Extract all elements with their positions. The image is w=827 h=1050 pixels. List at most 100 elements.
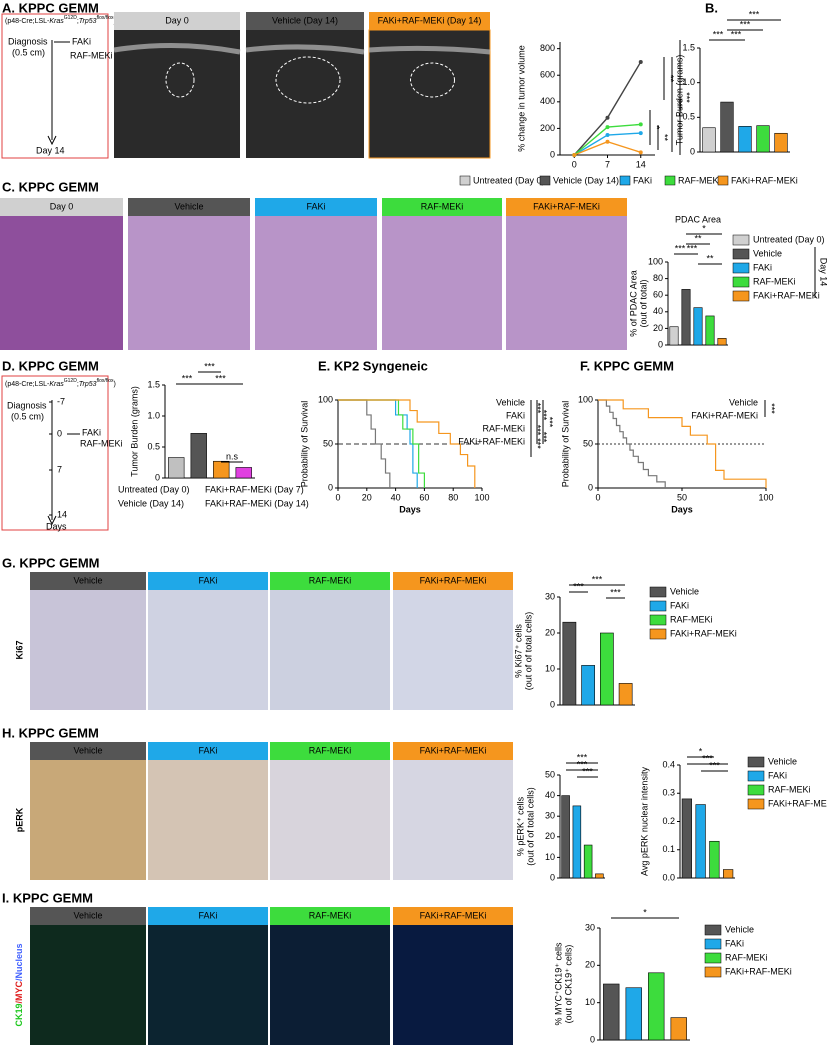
genotype-part: Kras (49, 381, 64, 388)
stain-image (148, 760, 268, 880)
timeline-label: 14 (57, 509, 67, 519)
y-tick-label: 0.5 (147, 441, 160, 451)
bar (681, 289, 691, 346)
y-tick-label: 50 (583, 438, 593, 448)
y-axis-label: Tumor Burden (grams) (129, 386, 139, 477)
image-header (128, 198, 250, 216)
y-tick-label: 10 (585, 997, 595, 1007)
significance-label: *** (702, 753, 713, 763)
image-header (506, 198, 627, 216)
bar (756, 125, 770, 153)
image-header-label: RAF-MEKi (309, 575, 352, 585)
y-tick-label: 0 (658, 339, 663, 349)
y-axis-label: Avg pERK nuclear intensity (639, 767, 649, 876)
significance-label: *** (592, 574, 603, 584)
image-header (148, 742, 268, 760)
significance-label: *** (204, 361, 215, 371)
y-axis-label: % pERK⁺ cells (515, 796, 525, 856)
legend-swatch (732, 290, 750, 302)
y-tick-label: 0.2 (662, 816, 675, 826)
bar (581, 665, 595, 706)
legend-swatch (747, 798, 765, 810)
schematic-label: Diagnosis (8, 36, 48, 46)
marker-part: /Nucleus (14, 943, 24, 981)
legend-label: RAF-MEKi (725, 952, 768, 962)
image-header-label: FAKi+RAF-MEKi (420, 910, 487, 920)
panel-title: D. KPPC GEMM (2, 358, 99, 373)
stain-image (30, 925, 146, 1045)
legend-label: RAF-MEKi (670, 614, 713, 624)
y-axis-label: % Ki67⁺ cells (513, 624, 523, 678)
legend-label: Vehicle (768, 756, 797, 766)
bar (235, 467, 252, 479)
arrowhead (47, 135, 57, 146)
y-tick-label: 20 (585, 960, 595, 970)
legend-label: FAKi+RAF-MEKi (Day 14) (205, 498, 309, 508)
survival-curve (338, 399, 476, 488)
significance-label: ** (660, 134, 670, 142)
y-axis-label: % change in tumor volume (516, 45, 526, 152)
data-point (605, 125, 610, 130)
y-tick-label: 0.0 (662, 872, 675, 882)
tumor-outline (275, 56, 341, 104)
schematic-label: Diagnosis (7, 400, 47, 410)
y-tick-label: 10 (545, 663, 555, 673)
genotype-part: flox/flox (97, 15, 114, 21)
y-tick-label: 0 (588, 482, 593, 492)
genotype-part: Trp53 (79, 381, 97, 388)
y-axis-label: % of PDAC Area (628, 270, 638, 337)
image-header-label: Vehicle (174, 201, 203, 211)
panel-title: G. KPPC GEMM (2, 555, 100, 570)
tumor-outline (165, 62, 195, 98)
legend-swatch (732, 262, 750, 274)
image-header-label: Day 0 (165, 15, 189, 25)
marker-part: /MYC (14, 980, 24, 1003)
y-tick-label: 30 (545, 591, 555, 601)
y-tick-label: 100 (318, 394, 333, 404)
significance-label: *** (533, 403, 543, 414)
genotype-part: (p48-Cre;LSL- (5, 381, 50, 388)
significance-label: *** (539, 410, 549, 421)
drug-label: RAF-MEKi (80, 438, 123, 448)
marker-part: CK19 (14, 1004, 24, 1027)
legend-label: Untreated (Day 0) (473, 175, 545, 185)
y-axis-label: % MYC⁺CK19⁺ cells (553, 942, 563, 1026)
legend-label: RAF-MEKi (483, 423, 526, 433)
legend-note: Day 14 (819, 258, 827, 287)
image-header-label: Day 0 (50, 201, 74, 211)
image-header (30, 572, 146, 590)
legend-swatch (649, 614, 667, 626)
legend-swatch (649, 586, 667, 598)
significance-label: *** (713, 29, 724, 39)
image-header-label: Vehicle (73, 910, 102, 920)
legend-swatch (732, 276, 750, 288)
y-tick-label: 10 (545, 852, 555, 862)
y-tick-label: 40 (545, 790, 555, 800)
genotype-part: G12D (64, 378, 77, 384)
image-header (382, 198, 502, 216)
significance-label: *** (731, 29, 742, 39)
significance-label: *** (182, 373, 193, 383)
bar (669, 326, 679, 346)
x-tick-label: 60 (419, 492, 429, 502)
legend-swatch (747, 756, 765, 768)
significance-label: *** (545, 417, 555, 428)
image-header (270, 907, 390, 925)
stain-image (148, 925, 268, 1045)
x-axis-label: Days (671, 504, 693, 514)
y-tick-label: 800 (540, 43, 555, 53)
schematic-label: (0.5 cm) (12, 47, 45, 57)
data-point (605, 115, 610, 120)
genotype-part: Kras (49, 18, 64, 25)
genotype-part: flox/flox (97, 378, 114, 384)
bar (213, 460, 230, 479)
y-tick-label: 1.5 (682, 42, 695, 52)
x-tick-label: 0 (595, 492, 600, 502)
image-header-label: FAKi (306, 201, 325, 211)
stain-image (393, 925, 513, 1045)
legend-swatch (717, 175, 729, 186)
significance-label: *** (577, 752, 588, 762)
y-tick-label: 50 (323, 438, 333, 448)
y-tick-label: 100 (648, 256, 663, 266)
significance-label: *** (539, 432, 549, 443)
